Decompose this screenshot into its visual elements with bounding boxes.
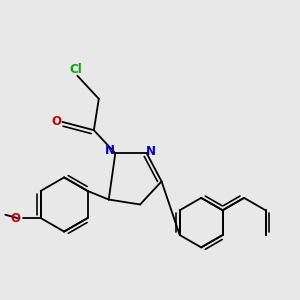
Text: N: N [105,144,115,157]
Text: N: N [146,145,156,158]
Text: O: O [52,116,61,128]
Text: O: O [11,212,20,224]
Text: Cl: Cl [69,63,82,76]
